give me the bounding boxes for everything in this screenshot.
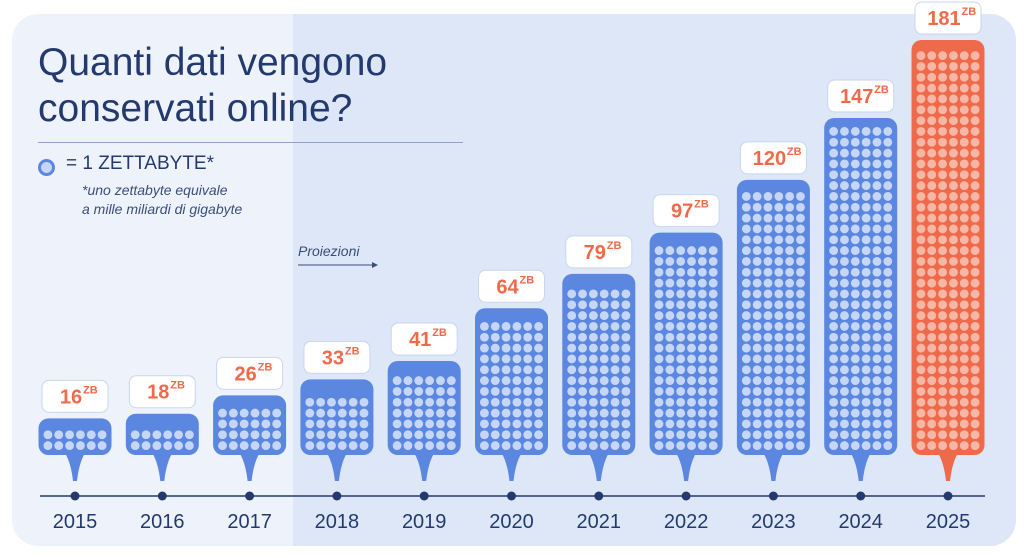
axis-dot-2020 bbox=[507, 491, 516, 501]
axis-dot-2015 bbox=[70, 491, 80, 501]
year-label-2022: 2022 bbox=[664, 511, 709, 533]
bar-pointer bbox=[588, 453, 609, 481]
value-label-2025: 181 bbox=[927, 8, 960, 30]
value-label-2019: 41 bbox=[409, 329, 431, 351]
year-label-2020: 2020 bbox=[489, 511, 534, 533]
value-box-2021 bbox=[565, 235, 633, 269]
value-box-2016 bbox=[128, 375, 196, 409]
axis-dot-2024 bbox=[856, 491, 866, 501]
bar-dots bbox=[218, 408, 282, 451]
value-unit-2016: ZB bbox=[170, 380, 185, 392]
bar-2016 bbox=[125, 413, 199, 481]
bar-body bbox=[387, 360, 461, 455]
value-label-2017: 26 bbox=[234, 363, 256, 385]
projection-arrow-icon bbox=[298, 262, 378, 268]
bar-2018 bbox=[300, 379, 374, 481]
year-label-2021: 2021 bbox=[577, 511, 622, 533]
value-label-2016: 18 bbox=[147, 382, 169, 404]
value-unit-2023: ZB bbox=[787, 146, 802, 158]
axis-dot-2018 bbox=[332, 491, 342, 501]
value-label-2021: 79 bbox=[584, 242, 606, 264]
bar-2015 bbox=[38, 418, 112, 481]
value-box-2017 bbox=[216, 356, 284, 390]
axis-dot-2021 bbox=[594, 491, 604, 501]
value-box-2015 bbox=[41, 379, 109, 413]
bar-2025 bbox=[911, 40, 985, 481]
legend-label: = 1 ZETTABYTE* bbox=[66, 153, 214, 174]
value-box-2020 bbox=[478, 269, 545, 303]
bar-2023 bbox=[736, 179, 810, 481]
bar-dots bbox=[305, 397, 369, 451]
bar-pointer bbox=[326, 453, 347, 481]
bar-pointer bbox=[414, 453, 435, 481]
year-label-2017: 2017 bbox=[227, 511, 272, 533]
zettabyte-dot-icon bbox=[38, 159, 55, 176]
value-box-2022 bbox=[652, 194, 720, 228]
bar-pointer bbox=[65, 453, 85, 481]
projection-label: Proiezioni bbox=[298, 243, 360, 259]
bar-dots bbox=[741, 192, 805, 451]
year-label-2018: 2018 bbox=[315, 511, 360, 533]
value-box-2024 bbox=[827, 79, 895, 113]
year-label-2024: 2024 bbox=[838, 511, 883, 533]
bar-dots bbox=[43, 430, 107, 451]
bar-pointer bbox=[850, 453, 871, 481]
bar-2022 bbox=[649, 232, 723, 481]
value-unit-2025: ZB bbox=[962, 6, 977, 18]
bar-dots bbox=[392, 376, 456, 451]
value-label-2024: 147 bbox=[840, 86, 873, 108]
value-unit-2018: ZB bbox=[345, 345, 360, 357]
year-label-2025: 2025 bbox=[926, 511, 971, 533]
year-label-2015: 2015 bbox=[53, 511, 98, 533]
legend-footnote-line-1: *uno zettabyte equivale bbox=[82, 182, 228, 198]
axis-dot-2022 bbox=[681, 491, 691, 501]
axis-dot-2025 bbox=[943, 491, 953, 501]
bar-pointer bbox=[938, 453, 958, 481]
bar-2019 bbox=[387, 360, 461, 481]
bar-pointer bbox=[501, 453, 522, 481]
value-label-2015: 16 bbox=[60, 386, 82, 408]
value-unit-2020: ZB bbox=[520, 274, 535, 286]
legend-footnote-line-2: a mille miliardi di gigabyte bbox=[82, 201, 243, 217]
value-unit-2022: ZB bbox=[694, 199, 709, 211]
value-unit-2017: ZB bbox=[258, 361, 273, 373]
axis-dot-2016 bbox=[157, 491, 167, 501]
bar-pointer bbox=[152, 453, 173, 481]
chart-title: Quanti dati vengono conservati online? bbox=[38, 41, 388, 130]
axis-dot-2017 bbox=[245, 491, 255, 501]
bar-dots bbox=[567, 289, 631, 451]
value-unit-2019: ZB bbox=[432, 327, 447, 339]
title-divider bbox=[38, 142, 463, 143]
value-label-2022: 97 bbox=[671, 201, 693, 223]
value-box-2019 bbox=[390, 322, 458, 356]
year-label-2019: 2019 bbox=[402, 511, 447, 533]
legend-footnote: *uno zettabyte equivale a mille miliardi… bbox=[82, 181, 342, 219]
bar-pointer bbox=[239, 453, 260, 481]
bar-pointer bbox=[763, 453, 784, 481]
value-unit-2021: ZB bbox=[607, 240, 622, 252]
value-unit-2015: ZB bbox=[83, 384, 98, 396]
value-box-2025 bbox=[914, 1, 982, 35]
bar-2017 bbox=[213, 395, 287, 481]
bar-2020 bbox=[475, 308, 548, 481]
value-box-2023 bbox=[739, 141, 807, 175]
value-box-2018 bbox=[303, 340, 371, 374]
year-label-2023: 2023 bbox=[751, 511, 796, 533]
bar-dots bbox=[829, 127, 893, 451]
value-unit-2024: ZB bbox=[874, 84, 889, 96]
bar-dots bbox=[130, 430, 194, 451]
value-label-2023: 120 bbox=[753, 148, 786, 170]
axis-dot-2019 bbox=[419, 491, 429, 501]
bar-pointer bbox=[676, 453, 697, 481]
bar-dots bbox=[480, 322, 543, 451]
value-label-2020: 64 bbox=[496, 276, 519, 298]
bar-dots bbox=[654, 246, 718, 451]
axis-dot-2023 bbox=[768, 491, 778, 501]
value-label-2018: 33 bbox=[322, 347, 344, 369]
year-label-2016: 2016 bbox=[140, 511, 185, 533]
bar-2024 bbox=[824, 117, 898, 481]
bar-2021 bbox=[562, 273, 636, 481]
bar-dots bbox=[916, 51, 980, 451]
